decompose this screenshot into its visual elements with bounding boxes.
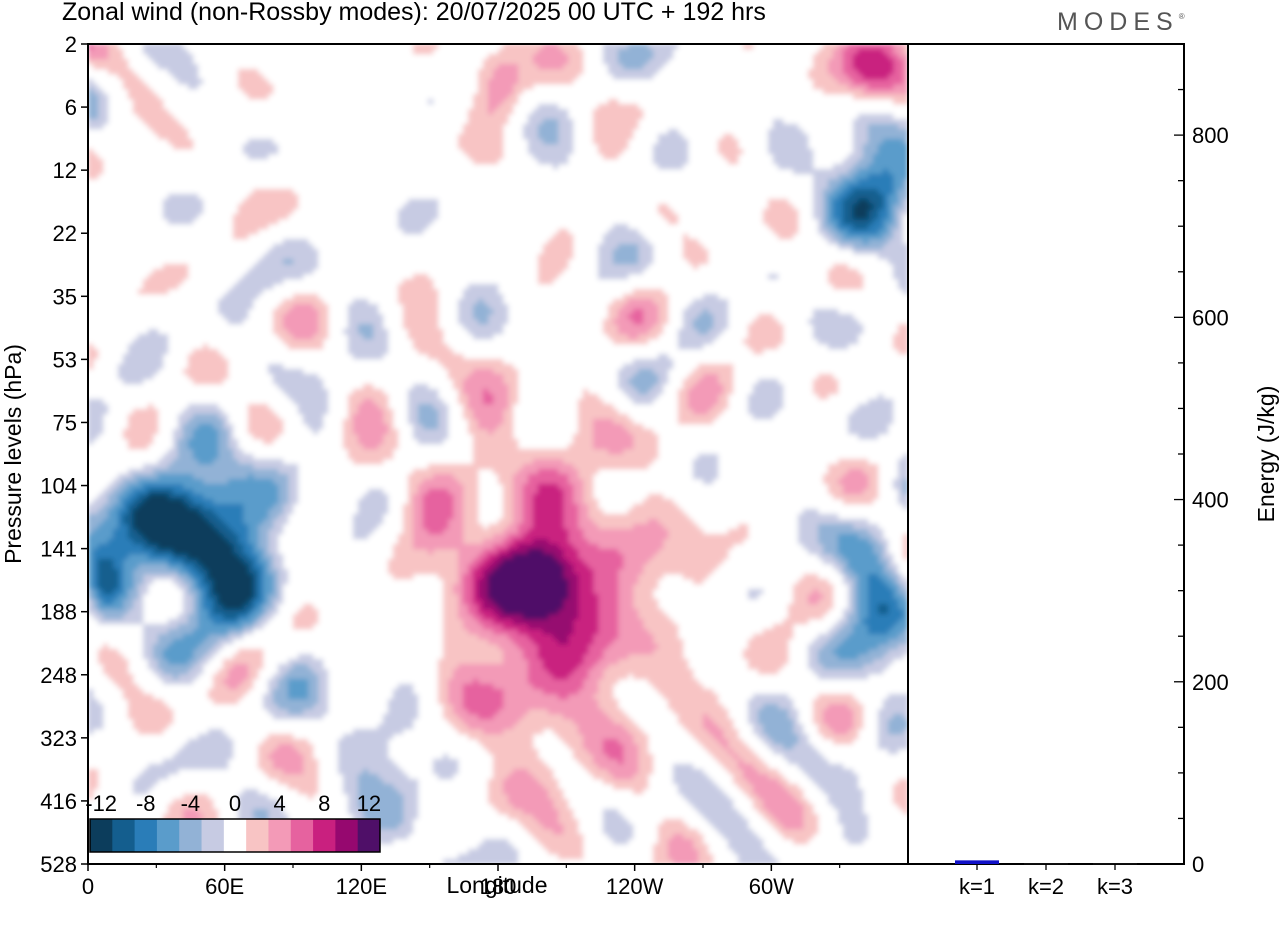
energy-tick-label: 400 — [1192, 488, 1229, 513]
colorbar-swatch — [313, 819, 336, 852]
brand-name: MODES — [1057, 8, 1179, 36]
colorbar-tick-label: -12 — [85, 791, 117, 816]
colorbar-frame — [89, 818, 381, 853]
energy-bar-k-2 — [1024, 863, 1068, 865]
y-tick-label: 12 — [53, 158, 77, 183]
energy-tick-label: 800 — [1192, 123, 1229, 148]
colorbar-swatch — [357, 819, 381, 852]
energy-panel-frame — [907, 43, 1185, 865]
energy-bar-k-3 — [1093, 863, 1137, 865]
energy-bar-k-1 — [955, 860, 999, 864]
y-tick-label: 248 — [40, 663, 77, 688]
heatmap-field — [88, 44, 908, 864]
y-tick-label: 188 — [40, 600, 77, 625]
energy-tick-label: 600 — [1192, 305, 1229, 330]
y-tick-label: 528 — [40, 852, 77, 877]
y-tick-label: 416 — [40, 789, 77, 814]
y-tick-label: 35 — [53, 284, 77, 309]
y-tick-label: 141 — [40, 537, 77, 562]
energy-y-axis: 0 200 400 600 800 — [1174, 43, 1229, 877]
y-tick-label: 104 — [40, 474, 77, 499]
colorbar-swatch — [246, 819, 269, 852]
colorbar-swatch — [335, 819, 359, 852]
colorbar-swatch — [290, 819, 314, 852]
colorbar-tick-label: -4 — [181, 791, 201, 816]
colorbar-swatch — [179, 819, 203, 852]
colorbar-tick-label: -8 — [136, 791, 156, 816]
x-axis: 0 60E 120E 180 120W 60W — [82, 864, 841, 899]
colorbar-swatch — [112, 819, 136, 852]
y-tick-label: 22 — [53, 221, 77, 246]
chart-title: Zonal wind (non-Rossby modes): 20/07/202… — [62, 0, 766, 26]
colorbar-swatch — [223, 819, 247, 852]
y-tick-label: 53 — [53, 347, 77, 372]
x-axis-label: Longitude — [446, 872, 547, 898]
x-tick-label: 120W — [606, 874, 664, 899]
energy-category-label: k=3 — [1097, 874, 1133, 899]
x-tick-label: 0 — [82, 874, 94, 899]
colorbar-swatch — [201, 819, 225, 852]
colorbar-tick-label: 4 — [273, 791, 285, 816]
colorbar-swatch — [268, 819, 292, 852]
brand-mark: ® — [1178, 12, 1185, 21]
colorbar-tick-label: 8 — [318, 791, 330, 816]
colorbar-tick-label: 12 — [357, 791, 381, 816]
brand-logo: MODES® — [1057, 8, 1185, 37]
x-tick-label: 120E — [336, 874, 387, 899]
energy-axis-label: Energy (J/kg) — [1253, 386, 1279, 523]
y-tick-label: 6 — [65, 95, 77, 120]
energy-tick-label: 0 — [1192, 852, 1204, 877]
heatmap-image — [88, 44, 908, 864]
y-tick-label: 2 — [65, 32, 77, 57]
x-tick-label: 60W — [749, 874, 794, 899]
colorbar-tick-label: 0 — [229, 791, 241, 816]
y-axis: 2 6 12 22 35 53 75 104 141 188 248 323 416 528 — [40, 32, 88, 877]
x-tick-label: 180 — [480, 874, 517, 899]
colorbar-swatch — [156, 819, 180, 852]
colorbar-swatch — [134, 819, 158, 852]
y-tick-label: 323 — [40, 726, 77, 751]
energy-category-label: k=2 — [1028, 874, 1064, 899]
energy-bars: k=1 k=2 k=3 — [955, 860, 1137, 899]
y-axis-label: Pressure levels (hPa) — [0, 344, 26, 564]
colorbar-swatch — [90, 819, 113, 852]
energy-category-label: k=1 — [959, 874, 995, 899]
y-tick-label: 75 — [53, 410, 77, 435]
colorbar: -12 -8 -4 0 4 8 12 — [85, 791, 381, 853]
energy-tick-label: 200 — [1192, 670, 1229, 695]
x-tick-label: 60E — [205, 874, 244, 899]
